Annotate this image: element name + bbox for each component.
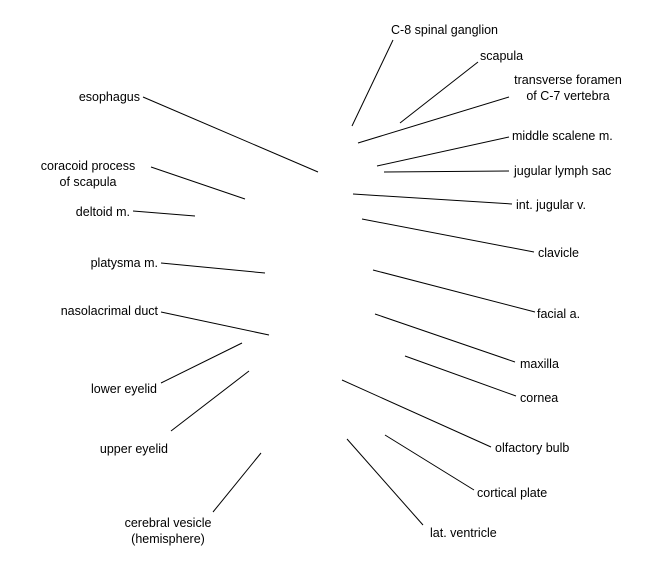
leader-cornea: [404, 355, 517, 397]
leader-upper-eyelid: [170, 370, 250, 432]
label-transverse-foramen-line1: transverse foramen: [514, 73, 622, 87]
leader-maxilla: [374, 313, 516, 363]
label-maxilla: maxilla: [520, 357, 559, 371]
leader-cerebral-vesicle: [212, 452, 262, 513]
label-cerebral-vesicle-line2: (hemisphere): [131, 532, 205, 546]
leader-c8-spinal-ganglion: [351, 39, 394, 127]
label-coracoid-process-line2: of scapula: [59, 175, 117, 189]
leader-platysma: [160, 262, 266, 274]
label-cerebral-vesicle-line1: cerebral vesicle: [124, 516, 212, 530]
label-esophagus: esophagus: [78, 90, 140, 104]
label-facial-a: facial a.: [537, 307, 581, 321]
label-upper-eyelid: upper eyelid: [99, 442, 168, 456]
label-coracoid-process-line1: coracoid process: [40, 159, 136, 173]
label-cerebral-vesicle: cerebral vesicle (hemisphere): [108, 515, 228, 547]
label-clavicle: clavicle: [538, 246, 579, 260]
leader-transverse-foramen: [357, 96, 510, 144]
label-middle-scalene: middle scalene m.: [512, 129, 613, 143]
leader-lat-ventricle: [346, 438, 424, 526]
leader-olfactory-bulb: [341, 379, 492, 448]
leader-lower-eyelid: [160, 342, 243, 384]
leader-cortical-plate: [384, 434, 475, 491]
leader-esophagus: [142, 96, 319, 173]
label-olfactory-bulb: olfactory bulb: [495, 441, 570, 455]
label-cortical-plate: cortical plate: [477, 486, 548, 500]
label-lower-eyelid: lower eyelid: [90, 382, 157, 396]
label-cornea: cornea: [520, 391, 559, 405]
leader-deltoid: [132, 210, 196, 217]
leader-jugular-lymph-sac: [383, 170, 510, 173]
label-int-jugular: int. jugular v.: [516, 198, 586, 212]
leader-facial-a: [372, 269, 536, 313]
label-coracoid-process: coracoid process of scapula: [28, 158, 148, 190]
label-nasolacrimal-duct: nasolacrimal duct: [60, 304, 158, 318]
leader-clavicle: [361, 218, 535, 253]
leader-scapula: [399, 61, 479, 124]
label-scapula: scapula: [480, 49, 524, 63]
leader-nasolacrimal-duct: [160, 311, 270, 336]
label-c8-spinal-ganglion: C-8 spinal ganglion: [391, 23, 499, 37]
label-transverse-foramen: transverse foramen of C-7 vertebra: [500, 72, 636, 104]
label-platysma: platysma m.: [90, 256, 158, 270]
leader-int-jugular: [352, 193, 513, 205]
label-deltoid: deltoid m.: [75, 205, 130, 219]
leader-coracoid-process: [150, 166, 246, 200]
label-lat-ventricle: lat. ventricle: [430, 526, 497, 540]
leader-middle-scalene: [376, 136, 510, 167]
label-jugular-lymph-sac: jugular lymph sac: [514, 164, 612, 178]
label-transverse-foramen-line2: of C-7 vertebra: [526, 89, 610, 103]
